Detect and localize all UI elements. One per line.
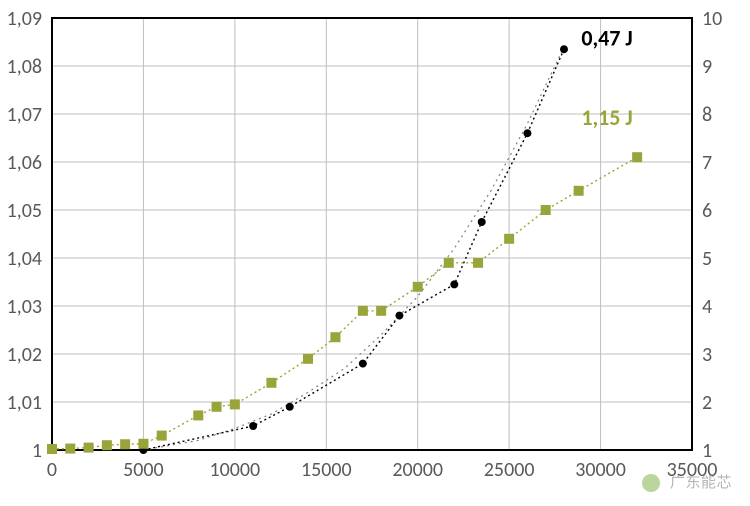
series-marker xyxy=(193,410,203,420)
y-right-tick-label: 1 xyxy=(702,439,712,463)
series-marker xyxy=(157,431,167,441)
watermark: 广东能芯 xyxy=(642,471,732,492)
series-marker xyxy=(473,258,483,268)
series-marker xyxy=(84,443,94,453)
x-tick-label: 15000 xyxy=(301,458,352,482)
y-left-tick-label: 1,08 xyxy=(7,55,42,79)
series-label: 0,47 J xyxy=(581,25,632,52)
y-right-tick-label: 2 xyxy=(702,391,712,415)
series-marker xyxy=(358,306,368,316)
series-marker xyxy=(138,439,148,449)
x-tick-label: 30000 xyxy=(575,458,626,482)
series-label: 1,15 J xyxy=(581,104,632,131)
series-marker xyxy=(395,312,403,320)
y-right-tick-label: 3 xyxy=(702,343,712,367)
x-tick-label: 5000 xyxy=(123,458,164,482)
y-left-tick-label: 1,06 xyxy=(7,151,42,175)
series-marker xyxy=(359,360,367,368)
y-right-tick-label: 6 xyxy=(702,199,712,223)
series-marker xyxy=(560,45,568,53)
y-left-tick-label: 1,05 xyxy=(7,199,42,223)
y-right-tick-label: 5 xyxy=(702,247,712,271)
series-marker xyxy=(47,444,57,454)
series-marker xyxy=(249,422,257,430)
series-marker xyxy=(266,378,276,388)
y-left-tick-label: 1,02 xyxy=(7,343,42,367)
x-tick-label: 25000 xyxy=(484,458,535,482)
watermark-icon xyxy=(642,474,660,492)
y-left-tick-label: 1,09 xyxy=(7,7,42,31)
series-marker xyxy=(212,402,222,412)
y-right-tick-label: 4 xyxy=(702,295,712,319)
series-marker xyxy=(541,205,551,215)
series-marker xyxy=(330,332,340,342)
series-marker xyxy=(478,218,486,226)
watermark-text: 广东能芯 xyxy=(670,474,732,492)
y-left-tick-label: 1,03 xyxy=(7,295,42,319)
y-right-tick-label: 8 xyxy=(702,103,712,127)
y-left-tick-label: 1,01 xyxy=(7,391,42,415)
series-marker xyxy=(102,440,112,450)
series-marker xyxy=(120,439,130,449)
y-left-tick-label: 1,07 xyxy=(7,103,42,127)
series-marker xyxy=(65,444,75,454)
y-left-tick-label: 1 xyxy=(32,439,42,463)
y-right-tick-label: 7 xyxy=(702,151,712,175)
series-marker xyxy=(504,234,514,244)
x-tick-label: 20000 xyxy=(392,458,443,482)
y-right-tick-label: 9 xyxy=(702,55,712,79)
x-tick-label: 0 xyxy=(47,458,57,482)
series-marker xyxy=(523,129,531,137)
series-marker xyxy=(303,354,313,364)
series-marker xyxy=(286,403,294,411)
series-marker xyxy=(413,282,423,292)
series-marker xyxy=(376,306,386,316)
series-marker xyxy=(632,152,642,162)
series-marker xyxy=(450,280,458,288)
y-left-tick-label: 1,04 xyxy=(7,247,42,271)
y-right-tick-label: 10 xyxy=(702,7,722,31)
series-marker xyxy=(574,186,584,196)
series-marker xyxy=(444,258,454,268)
x-tick-label: 10000 xyxy=(210,458,261,482)
series-marker xyxy=(230,399,240,409)
